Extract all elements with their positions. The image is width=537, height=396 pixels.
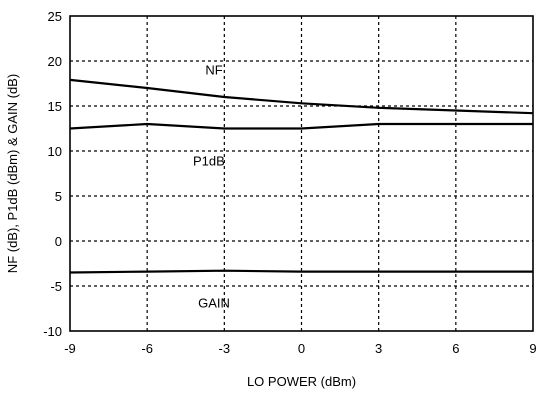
tick-labels: -9 -6 -3 0 3 6 9 -10 -5 0 5 10 15 20 25: [43, 9, 536, 356]
y-axis-label: NF (dB), P1dB (dBm) & GAIN (dB): [5, 74, 20, 273]
x-tick-label: 9: [529, 341, 536, 356]
series-line-nf: [69, 78, 534, 115]
y-tick-label: 20: [48, 54, 62, 69]
x-tick-label: -9: [64, 341, 76, 356]
series-line-gain: [69, 269, 533, 274]
series-label-p1db: P1dB: [193, 153, 225, 168]
x-tick-label: -6: [141, 341, 153, 356]
y-tick-label: -5: [50, 279, 62, 294]
y-tick-label: -10: [43, 324, 62, 339]
series-label-nf: NF: [205, 63, 222, 78]
y-tick-label: 5: [55, 189, 62, 204]
plot-frame: [69, 15, 534, 332]
y-tick-label: 25: [48, 9, 62, 24]
x-axis-label: LO POWER (dBm): [247, 374, 356, 389]
series-lines: [69, 78, 534, 274]
x-tick-label: -3: [219, 341, 231, 356]
grid-lines: [70, 16, 533, 331]
series-line-p1db: [69, 122, 533, 130]
x-tick-label: 0: [298, 341, 305, 356]
series-label-gain: GAIN: [198, 296, 230, 311]
x-tick-label: 6: [452, 341, 459, 356]
y-tick-label: 10: [48, 144, 62, 159]
y-tick-label: 0: [55, 234, 62, 249]
x-tick-label: 3: [375, 341, 382, 356]
series-labels: NF P1dB GAIN: [193, 63, 230, 311]
y-tick-label: 15: [48, 99, 62, 114]
